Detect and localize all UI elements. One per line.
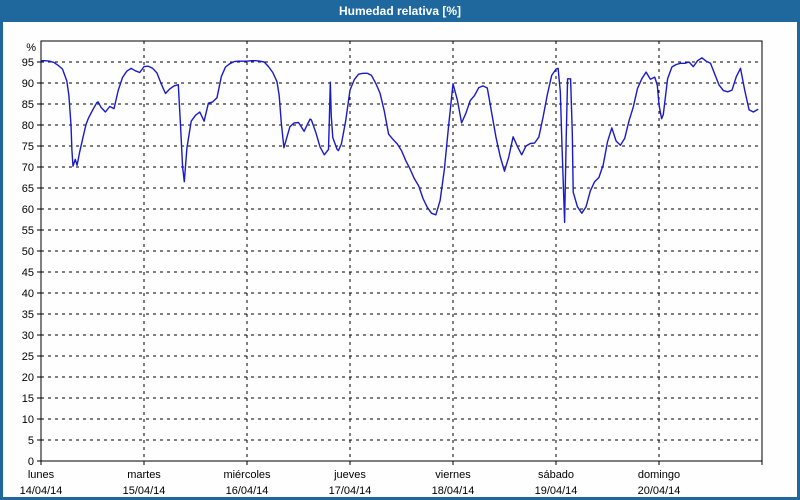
- y-tick-label: 0: [28, 456, 34, 468]
- y-tick-label: 80: [22, 120, 34, 132]
- y-tick-label: 95: [22, 57, 34, 69]
- x-date-label: 17/04/14: [329, 485, 372, 497]
- y-tick-label: 5: [28, 435, 34, 447]
- y-tick-label: 75: [22, 141, 34, 153]
- plot-border: [40, 40, 763, 462]
- y-tick-label: 70: [22, 162, 34, 174]
- x-date-label: 16/04/14: [226, 485, 269, 497]
- y-tick-label: 65: [22, 183, 34, 195]
- x-day-label: miércoles: [223, 469, 271, 481]
- y-tick-label: 40: [22, 288, 34, 300]
- title-bar: Humedad relativa [%]: [0, 0, 800, 22]
- x-day-label: viernes: [435, 469, 471, 481]
- window-title: Humedad relativa [%]: [338, 4, 462, 18]
- y-tick-label: 10: [22, 414, 34, 426]
- humidity-series-line: [40, 57, 759, 224]
- x-day-label: martes: [127, 469, 161, 481]
- y-tick-label: 90: [22, 78, 34, 90]
- x-date-label: 20/04/14: [638, 485, 681, 497]
- x-date-label: 18/04/14: [432, 485, 475, 497]
- x-date-label: 15/04/14: [123, 485, 166, 497]
- y-tick-label: 50: [22, 246, 34, 258]
- x-day-label: sábado: [538, 469, 574, 481]
- x-date-label: 19/04/14: [535, 485, 578, 497]
- y-tick-label: 15: [22, 393, 34, 405]
- x-day-label: lunes: [28, 469, 55, 481]
- y-tick-label: 85: [22, 99, 34, 111]
- y-tick-label: 20: [22, 372, 34, 384]
- y-tick-label: 60: [22, 204, 34, 216]
- x-date-label: 14/04/14: [20, 485, 63, 497]
- y-tick-label: 25: [22, 351, 34, 363]
- x-day-label: jueves: [333, 469, 366, 481]
- x-day-label: domingo: [638, 469, 680, 481]
- y-tick-label: 30: [22, 330, 34, 342]
- y-tick-label: 45: [22, 267, 34, 279]
- y-tick-label: 35: [22, 309, 34, 321]
- y-axis-unit-label: %: [26, 42, 36, 54]
- y-tick-label: 55: [22, 225, 34, 237]
